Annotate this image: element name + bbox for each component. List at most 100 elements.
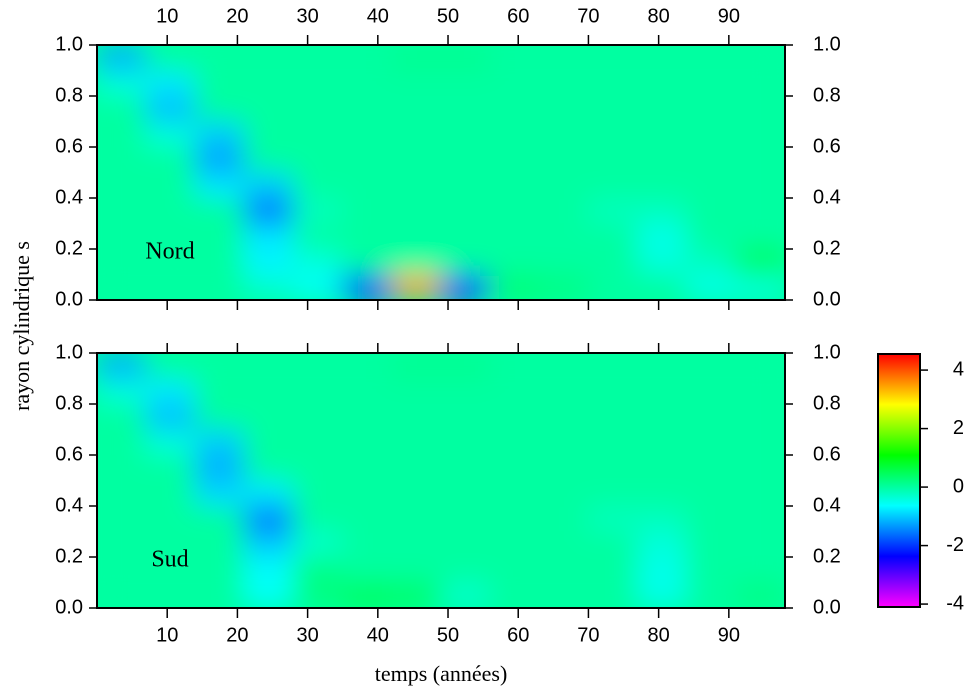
x-tick-label: 50 [437,624,459,646]
heatmap-cell [440,121,491,148]
y-tick-label: 0.4 [55,494,83,516]
y-tick-label: 1.0 [813,341,841,363]
heatmap-cell [489,378,540,405]
heatmap-cell [440,403,491,430]
colorbar-tick-label: 4 [953,358,964,380]
heatmap-cell [686,556,737,583]
heatmap-cell [587,274,639,300]
y-tick-label: 0.6 [813,135,841,157]
heatmap-cell [391,274,442,300]
heatmap-cell [735,70,785,97]
heatmap-cell [293,378,344,405]
heatmap-cell [293,45,344,71]
heatmap-cell [194,274,245,300]
heatmap-cell [686,45,737,71]
heatmap-cell [342,274,393,300]
heatmap-cell [145,505,196,532]
heatmap-cell [735,121,785,148]
heatmap-cell [538,121,589,148]
heatmap-cell [587,146,639,173]
heatmap-cell [735,274,785,300]
heatmap-cell [489,454,540,481]
heatmap-cell [391,121,442,148]
heatmap-cell [97,403,147,430]
heatmap-cell [538,480,589,507]
y-tick-label: 1.0 [813,33,841,55]
heatmap-cell [97,248,147,275]
heatmap-cell [637,429,688,456]
heatmap-cell [538,403,589,430]
heatmap-cell [243,274,295,300]
heatmap-cell [587,121,639,148]
heatmap-cell [538,454,589,481]
heatmap-cell [735,223,785,250]
heatmap-cell [440,95,491,122]
heatmap-cell [194,95,245,122]
heatmap-cell [489,146,540,173]
x-tick-label: 40 [367,5,389,27]
heatmap-cell [342,223,393,250]
heatmap-cell [293,429,344,456]
heatmap-cell [194,197,245,224]
heatmap-cell [145,197,196,224]
heatmap-cell [686,480,737,507]
heatmap-cell [391,403,442,430]
heatmap-cell [637,505,688,532]
heatmap-cell [538,505,589,532]
heatmap-cell [97,582,147,608]
heatmap-cell [686,121,737,148]
heatmap-cell [391,505,442,532]
heatmap-cell [391,146,442,173]
heatmap-cell [243,197,295,224]
x-axis-label: temps (années) [375,661,508,686]
y-tick-label: 0.8 [813,392,841,414]
heatmap-cell [243,378,295,405]
heatmap-cell [637,197,688,224]
heatmap-cell [145,223,196,250]
heatmap-cell [686,172,737,199]
heatmap-cell [538,556,589,583]
heatmap-cell [735,454,785,481]
heatmap-cell [293,582,344,608]
heatmap-cell [637,45,688,71]
heatmap-cell [440,223,491,250]
heatmap-cell [145,403,196,430]
heatmap-cell [194,429,245,456]
panel-label: Sud [151,546,188,572]
heatmap-cell [342,45,393,71]
heatmap-cell [145,172,196,199]
heatmap-cell [686,197,737,224]
heatmap-cell [145,121,196,148]
y-tick-label: 0.0 [55,596,83,618]
heatmap-cell [243,146,295,173]
y-tick-label: 0.4 [813,186,841,208]
heatmap-cell [243,248,295,275]
heatmap-cell [637,223,688,250]
heatmap-cell [538,378,589,405]
x-tick-label: 10 [156,624,178,646]
heatmap-cell [342,505,393,532]
y-tick-label: 0.8 [55,84,83,106]
heatmap-cell [391,378,442,405]
heatmap-cell [440,172,491,199]
x-tick-label: 70 [577,5,599,27]
x-tick-label: 20 [226,5,248,27]
heatmap-cell [440,274,491,300]
x-tick-label: 50 [437,5,459,27]
heatmap-cell [489,70,540,97]
y-tick-label: 0.2 [55,237,83,259]
heatmap-cell [145,70,196,97]
x-tick-label: 70 [577,624,599,646]
heatmap-cell [538,582,589,608]
heatmap-cell [391,172,442,199]
heatmap-cell [440,556,491,583]
heatmap-cell [342,70,393,97]
heatmap-cell [293,146,344,173]
heatmap-cell [391,70,442,97]
heatmap-cell [391,223,442,250]
heatmap-cell [489,95,540,122]
y-tick-label: 1.0 [55,341,83,363]
heatmap-cell [637,172,688,199]
heatmap-cell [735,172,785,199]
y-tick-label: 0.2 [813,545,841,567]
